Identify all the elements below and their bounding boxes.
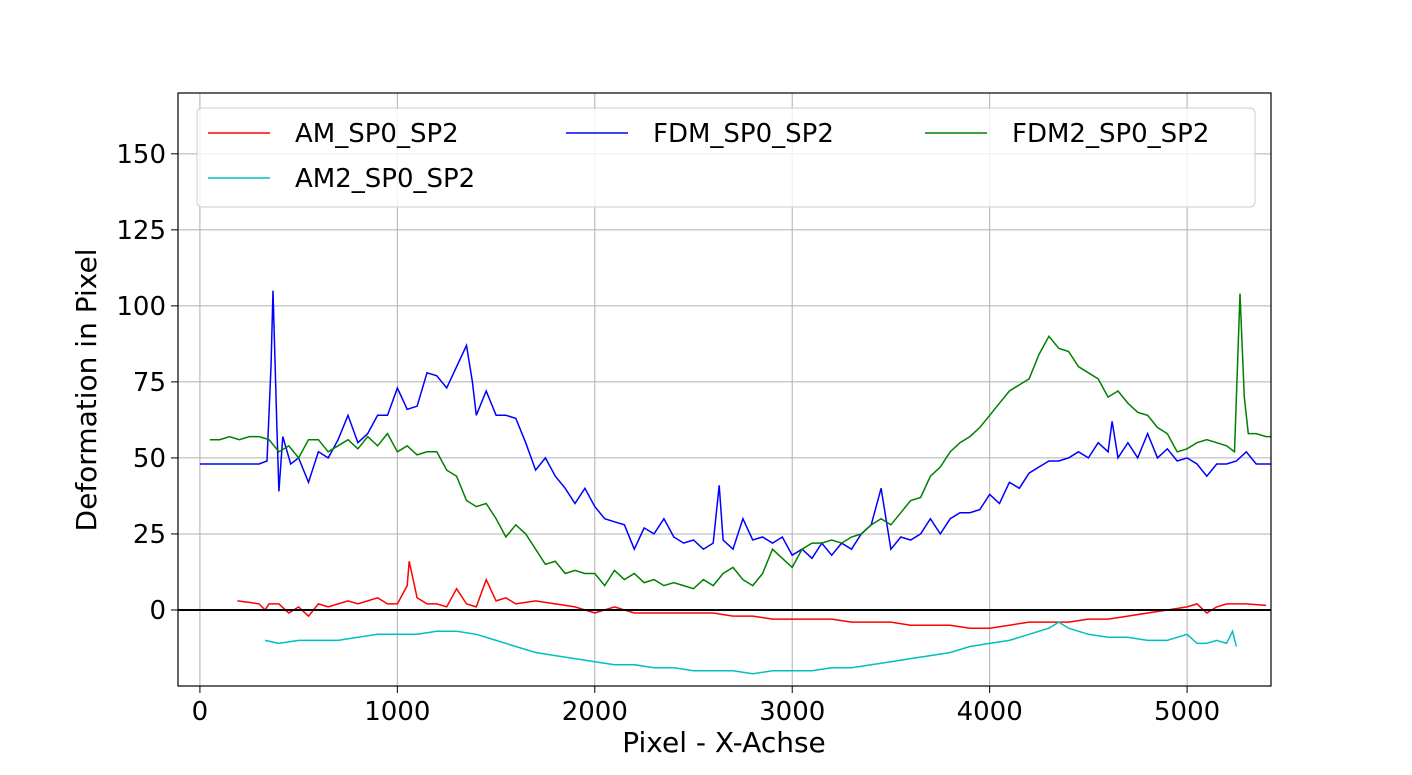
- series-line: [199, 290, 1271, 560]
- legend-label: FDM_SP0_SP2: [653, 119, 834, 149]
- x-tick-label: 2000: [562, 697, 628, 727]
- y-tick-label: 150: [116, 140, 166, 170]
- y-tick-label: 75: [133, 368, 166, 398]
- legend-label: AM_SP0_SP2: [295, 119, 459, 149]
- x-axis-label: Pixel - X-Achse: [622, 726, 826, 759]
- y-axis-label: Deformation in Pixel: [70, 249, 103, 532]
- y-tick-label: 0: [149, 596, 166, 626]
- legend-label: AM2_SP0_SP2: [295, 164, 475, 194]
- y-tick-label: 25: [133, 520, 166, 550]
- x-tick-label: 3000: [759, 697, 825, 727]
- x-tick-label: 1000: [364, 697, 430, 727]
- series-line: [264, 621, 1238, 675]
- y-tick-label: 125: [116, 216, 166, 246]
- series-line: [209, 293, 1271, 590]
- x-tick-label: 0: [192, 697, 209, 727]
- lines: [178, 290, 1271, 675]
- y-tick-label: 50: [133, 444, 166, 474]
- legend: AM_SP0_SP2 AM2_SP0_SP2 FDM_SP0_SP2 FDM2_SP0…: [196, 107, 1256, 208]
- legend-label: FDM2_SP0_SP2: [1012, 119, 1209, 149]
- y-tick-label: 100: [116, 292, 166, 322]
- x-tick-label: 5000: [1154, 697, 1220, 727]
- legend-box: [196, 107, 1256, 208]
- x-tick-label: 4000: [957, 697, 1023, 727]
- series-line: [237, 561, 1267, 629]
- plot-frame: [177, 92, 1272, 687]
